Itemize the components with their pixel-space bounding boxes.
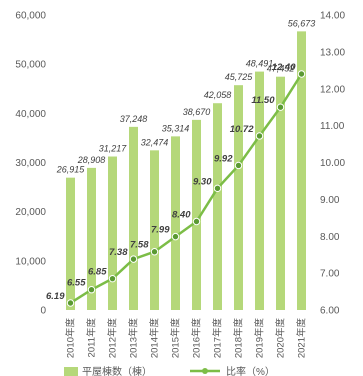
line-point xyxy=(276,103,285,111)
line-point xyxy=(213,184,222,193)
bar xyxy=(129,126,138,310)
right-axis-tick-label: 13.00 xyxy=(320,47,345,58)
category-axis: 2010年度 2011年度 2012年度 2013年度 2014年度 2015年度 2016… xyxy=(65,318,308,359)
line-point xyxy=(255,132,264,140)
line-value-label: 10.72 xyxy=(230,124,254,135)
bar xyxy=(150,150,159,310)
left-axis-tick-label: 40,000 xyxy=(15,109,46,120)
line-value-label: 6.55 xyxy=(67,278,86,289)
bar xyxy=(66,177,75,310)
bar xyxy=(87,167,96,310)
legend: 平屋棟数（棟） 比率（%） xyxy=(64,365,275,376)
right-axis-tick-label: 10.00 xyxy=(320,158,345,169)
category-label: 2019年度 xyxy=(254,318,266,359)
bar-value-label: 45,725 xyxy=(225,72,254,82)
line-series xyxy=(66,70,306,307)
bar xyxy=(192,119,201,310)
bar-value-label: 42,058 xyxy=(204,90,232,100)
bar xyxy=(276,76,285,310)
line-point xyxy=(192,217,201,226)
category-label: 2018年度 xyxy=(233,318,245,359)
bar-value-label: 56,673 xyxy=(288,18,316,28)
right-axis-tick-label: 12.00 xyxy=(320,84,345,95)
category-label: 2017年度 xyxy=(212,318,224,359)
bar-value-label: 26,915 xyxy=(56,165,86,175)
category-label: 2016年度 xyxy=(191,318,203,359)
bar-value-label: 28,908 xyxy=(77,155,106,165)
line-point xyxy=(87,286,96,294)
legend-bar-label: 平屋棟数（棟） xyxy=(82,365,152,376)
line-point xyxy=(297,70,306,78)
left-axis-tick-label: 60,000 xyxy=(15,11,46,22)
line-point xyxy=(66,299,75,307)
category-label: 2013年度 xyxy=(128,318,140,359)
left-axis: 0 10,000 20,000 30,000 40,000 50,000 60,000 xyxy=(15,11,46,317)
bar xyxy=(297,31,306,310)
line-labels: 6.196.556.857.387.587.998.40 9.30 9.92 10.7… xyxy=(46,62,296,302)
line-value-label: 8.40 xyxy=(172,210,191,221)
bar xyxy=(108,156,117,310)
right-axis-tick-label: 7.00 xyxy=(320,269,340,280)
bar-value-label: 38,670 xyxy=(183,107,211,117)
bar-value-label: 48,491 xyxy=(246,59,274,69)
category-label: 2020年度 xyxy=(275,318,287,359)
right-axis-tick-label: 11.00 xyxy=(320,121,345,132)
line-value-label: 6.19 xyxy=(46,291,65,302)
left-axis-tick-label: 50,000 xyxy=(15,60,46,71)
line-point xyxy=(234,161,243,170)
line-value-label: 7.38 xyxy=(109,247,128,258)
line-point xyxy=(150,248,159,256)
category-label: 2010年度 xyxy=(65,318,77,359)
legend-bar-swatch xyxy=(64,367,78,376)
bar-series xyxy=(66,31,306,311)
left-axis-tick-label: 30,000 xyxy=(15,158,46,169)
line-point xyxy=(108,274,117,283)
bar xyxy=(255,71,264,311)
category-label: 2021年度 xyxy=(296,318,308,359)
line-value-label: 11.50 xyxy=(251,95,275,106)
legend-line-marker xyxy=(202,368,208,374)
legend-line-label: 比率（%） xyxy=(226,365,275,376)
category-label: 2015年度 xyxy=(170,318,182,359)
bar-value-label: 32,474 xyxy=(141,137,169,147)
line-path xyxy=(69,73,303,305)
line-value-label: 12.40 xyxy=(272,62,296,73)
left-axis-tick-label: 10,000 xyxy=(15,256,46,267)
bar xyxy=(171,136,180,310)
right-axis-tick-label: 9.00 xyxy=(320,195,340,206)
bar-value-label: 47,452 xyxy=(267,64,295,74)
category-label: 2012年度 xyxy=(107,318,119,359)
right-axis-tick-label: 8.00 xyxy=(320,232,340,243)
right-axis: 6.00 7.00 8.00 9.00 10.00 11.00 12.00 13.00 14.0… xyxy=(320,11,345,317)
right-axis-tick-label: 14.00 xyxy=(320,11,345,22)
category-label: 2011年度 xyxy=(86,318,98,358)
line-point xyxy=(171,232,180,241)
bar xyxy=(213,103,222,310)
line-point xyxy=(129,255,138,263)
line-value-label: 6.85 xyxy=(88,267,107,278)
bar xyxy=(234,85,243,310)
category-label: 2014年度 xyxy=(149,318,161,359)
bar-value-label: 35,314 xyxy=(162,123,190,133)
bar-value-label: 31,217 xyxy=(99,144,128,154)
line-value-label: 7.58 xyxy=(130,240,149,251)
line-value-label: 7.99 xyxy=(151,225,170,236)
right-axis-tick-label: 6.00 xyxy=(320,306,340,317)
line-value-label: 9.92 xyxy=(214,153,233,164)
left-axis-tick-label: 0 xyxy=(40,306,46,317)
line-value-label: 9.30 xyxy=(193,176,212,187)
bar-value-label: 37,248 xyxy=(120,114,148,124)
left-axis-tick-label: 20,000 xyxy=(15,207,46,218)
